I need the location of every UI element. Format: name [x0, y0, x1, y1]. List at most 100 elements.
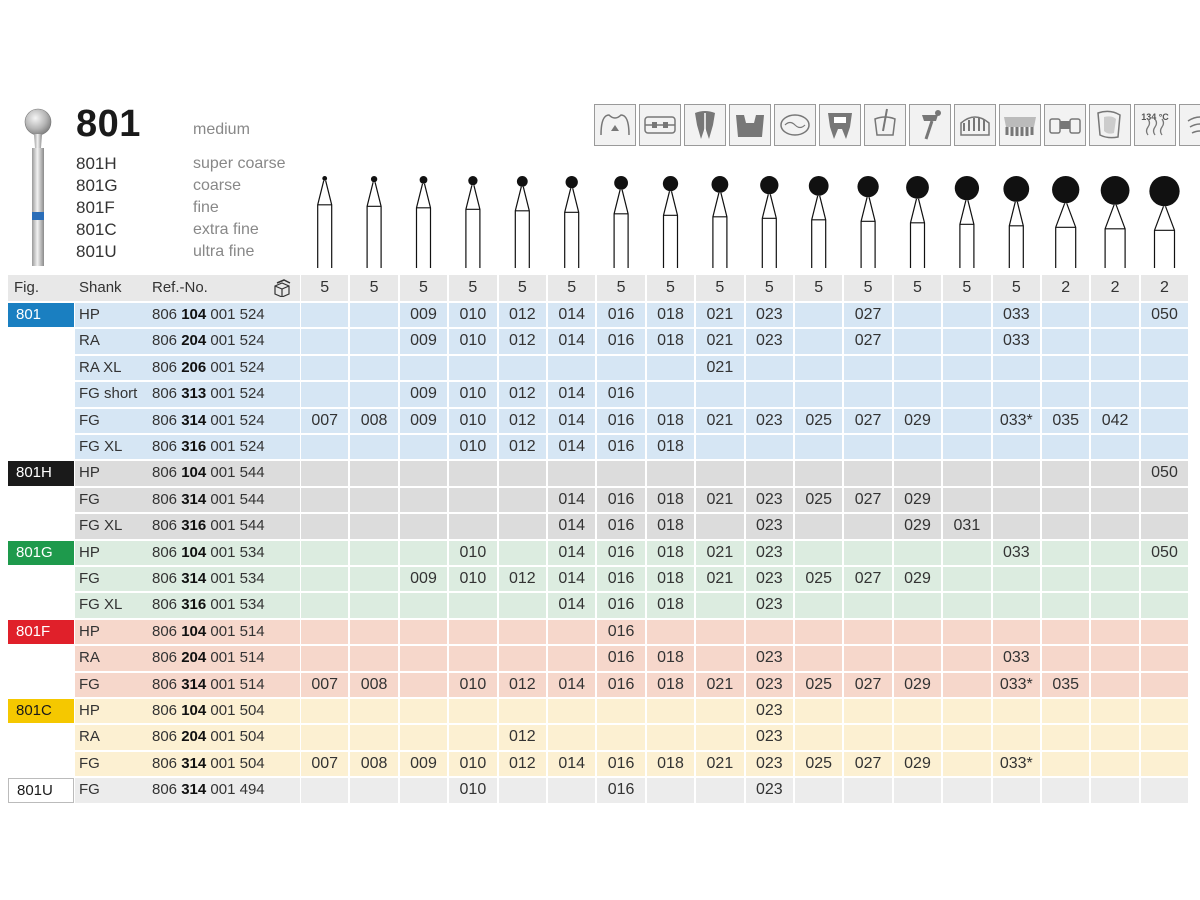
ref-number: 806 313 001 524 [152, 382, 292, 406]
size-cell: 029 [893, 567, 942, 592]
size-cell [992, 593, 1040, 618]
ref-prefix: 806 [152, 702, 182, 719]
size-cell [1140, 725, 1189, 750]
size-cell: 012 [498, 329, 546, 354]
row-label-bg [75, 646, 300, 671]
bur-shape-icon [662, 176, 679, 268]
bur-shape-icon [1100, 176, 1130, 268]
size-cell: 014 [548, 672, 596, 697]
size-cell: 023 [745, 725, 793, 750]
ref-suffix: 001 524 [206, 358, 265, 376]
size-cell [498, 593, 546, 618]
size-cell [893, 461, 942, 486]
ref-suffix: 001 544 [206, 490, 265, 508]
ref-shank-code: 316 [181, 596, 207, 614]
package-icon [272, 279, 292, 298]
pack-quantity: 5 [399, 275, 448, 301]
grit-default: medium [193, 121, 250, 138]
size-cell: 023 [745, 593, 793, 618]
row-label-bg [75, 355, 300, 381]
size-cell: 018 [646, 593, 695, 618]
size-cell [844, 435, 892, 460]
size-cell [646, 619, 695, 645]
size-cell: 033 [992, 540, 1040, 565]
size-cell [399, 619, 448, 645]
endo-access-icon [864, 104, 906, 146]
size-cell [1042, 619, 1090, 645]
size-cell: 027 [844, 751, 892, 777]
size-cell [844, 540, 892, 565]
size-cell [992, 567, 1040, 592]
size-cell: 014 [548, 593, 596, 618]
size-cell [1140, 408, 1189, 433]
size-cell [350, 540, 398, 565]
grit-name: super coarse [193, 155, 286, 172]
ref-shank-code: 314 [181, 490, 207, 508]
ref-shank-code: 104 [181, 464, 207, 482]
size-cell [597, 461, 645, 486]
size-cell [1140, 514, 1189, 539]
size-cell: 012 [498, 435, 546, 460]
ref-number: 806 316 001 534 [152, 593, 292, 617]
grit-code: 801H [76, 154, 117, 173]
size-cell: 029 [893, 751, 942, 777]
size-cell: 050 [1140, 461, 1189, 486]
row-label-bg [75, 567, 300, 592]
shank-label: RA [79, 649, 100, 667]
ref-shank-code: 316 [181, 438, 207, 455]
bur-shape-icon [711, 176, 729, 268]
size-cell [301, 461, 349, 486]
size-cell [399, 593, 448, 618]
size-cell [1091, 751, 1139, 777]
grit-code: 801F [76, 198, 115, 217]
size-cell: 033* [992, 751, 1040, 777]
size-cell [1140, 329, 1189, 354]
size-cell: 033 [992, 329, 1040, 354]
size-cell: 010 [449, 567, 497, 592]
size-cell: 027 [844, 303, 892, 328]
row-label-bg [75, 435, 300, 460]
fig-label-blank [8, 329, 74, 353]
pack-quantity: 5 [498, 275, 546, 301]
size-cell [1091, 567, 1139, 592]
size-cell: 014 [548, 751, 596, 777]
size-cell [745, 355, 793, 381]
size-cell [449, 514, 497, 539]
ref-prefix: 806 [152, 517, 182, 535]
size-cell [992, 778, 1040, 803]
size-cell: 012 [498, 408, 546, 433]
ref-prefix: 806 [152, 728, 182, 746]
size-cell [498, 540, 546, 565]
grit-name: fine [193, 199, 219, 216]
size-cell [1140, 435, 1189, 460]
size-cell [1042, 461, 1090, 486]
ref-prefix: 806 [152, 649, 182, 667]
size-cell [795, 514, 843, 539]
size-cell: 027 [844, 487, 892, 513]
size-cell [943, 487, 991, 513]
fig-label: 801G [8, 540, 74, 565]
size-cell [696, 619, 744, 645]
fig-label: 801H [8, 461, 74, 486]
size-cell: 042 [1091, 408, 1139, 433]
size-cell: 023 [745, 514, 793, 539]
size-cell: 012 [498, 725, 546, 750]
application-icons: 134 °C [594, 104, 1200, 146]
pack-quantity: 5 [548, 275, 596, 301]
size-cell [1091, 593, 1139, 618]
size-cell [795, 725, 843, 750]
size-cell [844, 619, 892, 645]
ref-prefix: 806 [152, 754, 182, 772]
size-cell: 010 [449, 778, 497, 803]
size-cell: 014 [548, 408, 596, 433]
size-cell [943, 382, 991, 407]
size-cell [350, 593, 398, 618]
grit-name: ultra fine [193, 243, 255, 260]
size-cell: 010 [449, 540, 497, 565]
size-cell [893, 593, 942, 618]
size-cell [301, 540, 349, 565]
size-cell [1091, 303, 1139, 328]
ref-shank-code: 314 [181, 411, 207, 429]
bur-shape-icon [415, 176, 432, 268]
size-cell [597, 355, 645, 381]
